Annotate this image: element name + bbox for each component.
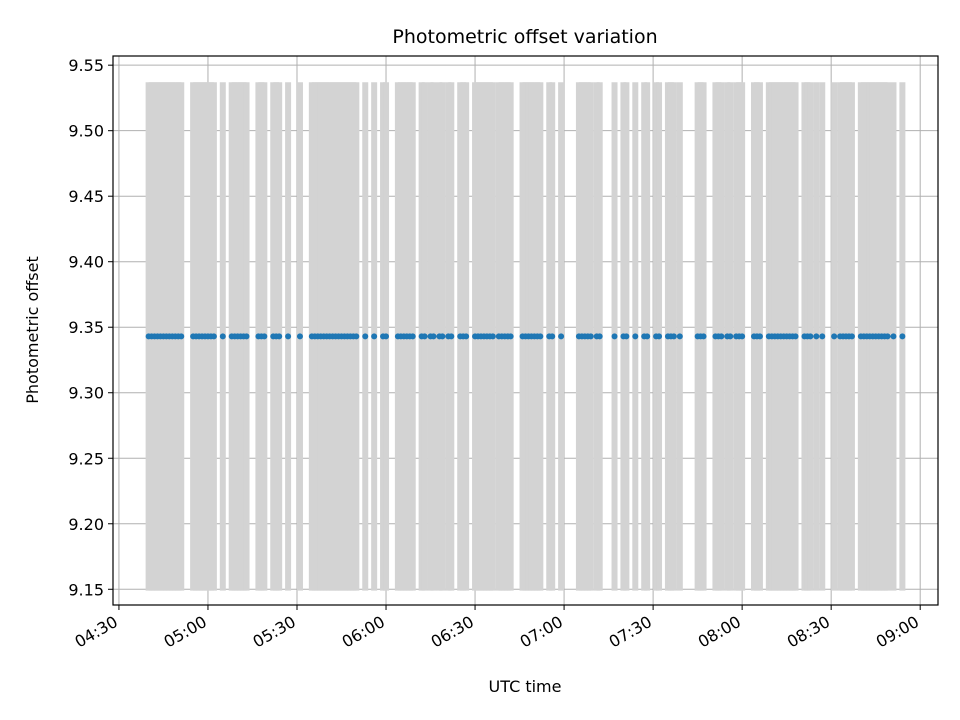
- y-tick-label: 9.20: [68, 515, 104, 534]
- y-tick-label: 9.45: [68, 187, 104, 206]
- y-tick-label: 9.30: [68, 384, 104, 403]
- y-axis-label: Photometric offset: [23, 256, 42, 404]
- data-point: [243, 333, 250, 340]
- data-point: [831, 333, 838, 340]
- y-axis: 9.15 9.20 9.25 9.30 9.35 9.40 9.45 9.50 9.55: [68, 56, 113, 599]
- y-tick-label: 9.50: [68, 122, 104, 141]
- data-point: [756, 333, 763, 340]
- data-point: [611, 333, 618, 340]
- y-tick-label: 9.25: [68, 449, 104, 468]
- data-point: [644, 333, 651, 340]
- data-point: [549, 333, 556, 340]
- data-point: [632, 333, 639, 340]
- y-tick-label: 9.35: [68, 318, 104, 337]
- data-point: [792, 333, 799, 340]
- data-point: [448, 333, 455, 340]
- data-point: [219, 333, 226, 340]
- data-point: [489, 333, 496, 340]
- data-point: [813, 333, 820, 340]
- y-tick-label: 9.15: [68, 580, 104, 599]
- data-point: [537, 333, 544, 340]
- data-point: [507, 333, 514, 340]
- data-point: [807, 333, 814, 340]
- data-point: [362, 333, 369, 340]
- data-point: [739, 333, 746, 340]
- data-point: [296, 333, 303, 340]
- data-point: [463, 333, 470, 340]
- data-point: [727, 333, 734, 340]
- data-point: [670, 333, 677, 340]
- data-point: [383, 333, 390, 340]
- data-point: [819, 333, 826, 340]
- x-axis-label: UTC time: [489, 677, 562, 696]
- data-points: [145, 333, 906, 340]
- data-point: [656, 333, 663, 340]
- data-point: [623, 333, 630, 340]
- data-point: [884, 333, 891, 340]
- data-point: [558, 333, 565, 340]
- data-point: [430, 333, 437, 340]
- data-point: [261, 333, 268, 340]
- data-point: [421, 333, 428, 340]
- data-point: [409, 333, 416, 340]
- data-point: [285, 333, 292, 340]
- data-point: [210, 333, 217, 340]
- data-point: [178, 333, 185, 340]
- data-point: [371, 333, 378, 340]
- chart-title: Photometric offset variation: [392, 26, 657, 48]
- data-point: [676, 333, 683, 340]
- y-tick-label: 9.40: [68, 253, 104, 272]
- data-point: [439, 333, 446, 340]
- data-point: [890, 333, 897, 340]
- data-point: [718, 333, 725, 340]
- data-point: [596, 333, 603, 340]
- y-tick-label: 9.55: [68, 56, 104, 75]
- data-point: [276, 333, 283, 340]
- data-point: [700, 333, 707, 340]
- data-point: [848, 333, 855, 340]
- plot-frame: [112, 55, 939, 606]
- data-point: [899, 333, 906, 340]
- data-point: [353, 333, 360, 340]
- data-point: [587, 333, 594, 340]
